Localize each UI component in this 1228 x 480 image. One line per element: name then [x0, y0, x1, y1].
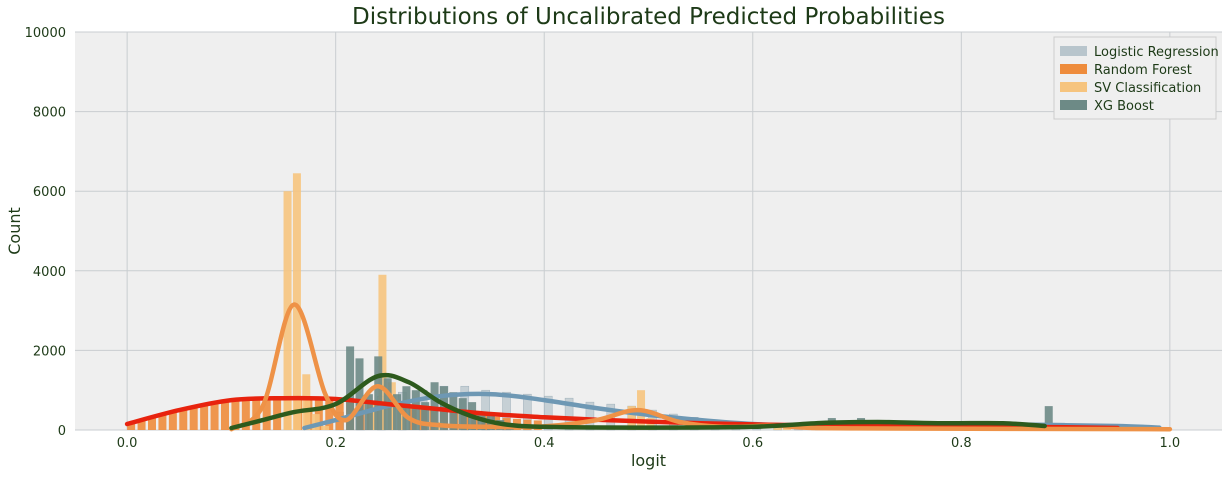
- x-tick-label: 0.6: [742, 436, 763, 451]
- legend-label: SV Classification: [1094, 81, 1201, 96]
- histogram-bar: [231, 399, 240, 430]
- histogram-bar: [346, 346, 355, 430]
- histogram-bar: [241, 398, 250, 430]
- histogram-bar: [369, 402, 378, 430]
- histogram-bar: [773, 426, 782, 430]
- x-tick-label: 0.4: [534, 436, 555, 451]
- histogram-bar: [421, 402, 430, 430]
- legend-swatch: [1060, 100, 1087, 110]
- x-tick-label: 0.2: [325, 436, 346, 451]
- histogram-bar: [411, 390, 420, 430]
- y-tick-label: 8000: [33, 106, 66, 121]
- y-tick-label: 4000: [33, 265, 66, 280]
- histogram-bar: [137, 420, 146, 430]
- legend: Logistic Regression Random Forest SV Class…: [1053, 36, 1219, 120]
- histogram-bar: [378, 274, 387, 430]
- histogram-bar: [646, 418, 655, 430]
- plot-background: [75, 32, 1222, 430]
- kde-line-random-forest: [124, 395, 1120, 431]
- histogram-bar: [374, 356, 383, 430]
- chart-title: Distributions of Uncalibrated Predicted …: [352, 4, 945, 30]
- histogram-bar: [543, 395, 553, 431]
- histogram-bar: [262, 397, 271, 430]
- kde-line-xg-boost: [229, 372, 1047, 431]
- y-tick-label: 6000: [33, 185, 66, 200]
- histogram-bar: [200, 404, 209, 430]
- histogram-bar: [292, 173, 301, 431]
- histogram-bar: [393, 394, 402, 430]
- histogram-bar: [210, 402, 219, 430]
- histogram-bar: [168, 411, 177, 430]
- histogram-bar: [627, 406, 636, 430]
- x-tick-label: 0.8: [951, 436, 972, 451]
- histogram-bar: [179, 408, 188, 430]
- x-tick-label: 1.0: [1160, 436, 1181, 451]
- histogram-bar: [585, 401, 595, 431]
- legend-swatch: [1060, 46, 1087, 56]
- y-tick-label: 0: [58, 424, 66, 439]
- histogram-bar: [189, 406, 198, 430]
- histogram-bar: [325, 399, 334, 430]
- kde-curves: [124, 302, 1173, 432]
- y-axis-label: Count: [5, 207, 24, 255]
- histogram-bar: [481, 415, 490, 430]
- y-tick-label: 2000: [33, 344, 66, 359]
- histogram-bar: [273, 397, 282, 430]
- histogram-bar: [355, 358, 364, 430]
- legend-label: Random Forest: [1094, 63, 1192, 78]
- histogram-bar: [302, 374, 311, 430]
- legend-label: XG Boost: [1094, 99, 1154, 114]
- histogram-bar: [430, 382, 439, 430]
- histogram-bar: [127, 424, 136, 430]
- legend-swatch: [1060, 64, 1087, 74]
- x-tick-label: 0.0: [117, 436, 138, 451]
- x-axis-label: logit: [631, 451, 666, 470]
- histogram-bar: [564, 397, 574, 431]
- histogram-bar: [220, 400, 229, 430]
- legend-label: Logistic Regression: [1094, 45, 1219, 60]
- histogram-bar: [147, 417, 156, 430]
- tick-labels: 0.0 0.2 0.4 0.6 0.8 1.0 0 2000 4000 6000 8000 10000: [25, 26, 1181, 451]
- histogram-bar: [311, 414, 320, 430]
- histogram-bar: [321, 426, 330, 430]
- legend-swatch: [1060, 82, 1087, 92]
- histogram-bar: [335, 400, 344, 430]
- histogram-bar: [1044, 406, 1053, 430]
- histogram-bar: [158, 414, 167, 430]
- y-tick-label: 10000: [25, 26, 66, 41]
- histogram-bar: [397, 406, 406, 430]
